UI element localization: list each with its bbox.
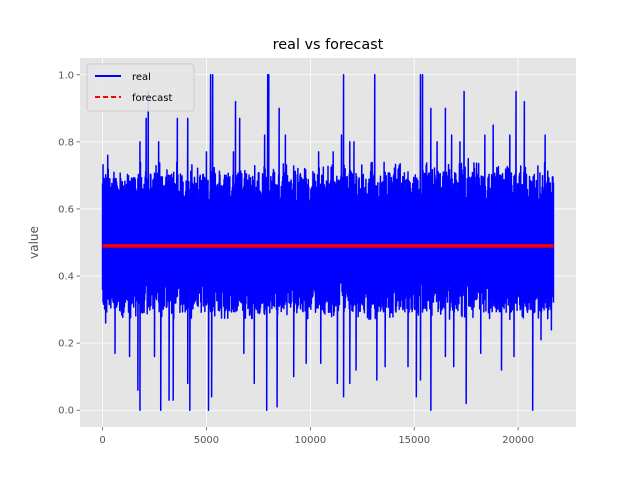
y-tick-label: 0.2 (58, 339, 74, 350)
y-tick-label: 0.0 (58, 406, 74, 417)
legend-label-forecast: forecast (132, 93, 173, 104)
x-tick-label: 0 (99, 435, 105, 446)
x-tick-label: 5000 (194, 435, 219, 446)
x-tick-label: 20000 (502, 435, 534, 446)
x-tick-label: 10000 (294, 435, 326, 446)
y-tick-label: 0.8 (58, 137, 74, 148)
y-axis-label: value (27, 226, 41, 259)
x-tick-label: 15000 (398, 435, 430, 446)
y-tick-label: 0.6 (58, 204, 74, 215)
y-axis-ticks: 0.0 0.2 0.4 0.6 0.8 1.0 (58, 70, 80, 417)
series-layer (101, 74, 555, 411)
legend-label-real: real (132, 72, 151, 83)
y-tick-label: 0.4 (58, 272, 74, 283)
chart-title: real vs forecast (273, 37, 384, 53)
legend: real forecast (86, 63, 195, 112)
series-line-real (101, 74, 555, 411)
x-axis-ticks: 0 5000 10000 15000 20000 (99, 427, 534, 446)
y-tick-label: 1.0 (58, 70, 74, 81)
